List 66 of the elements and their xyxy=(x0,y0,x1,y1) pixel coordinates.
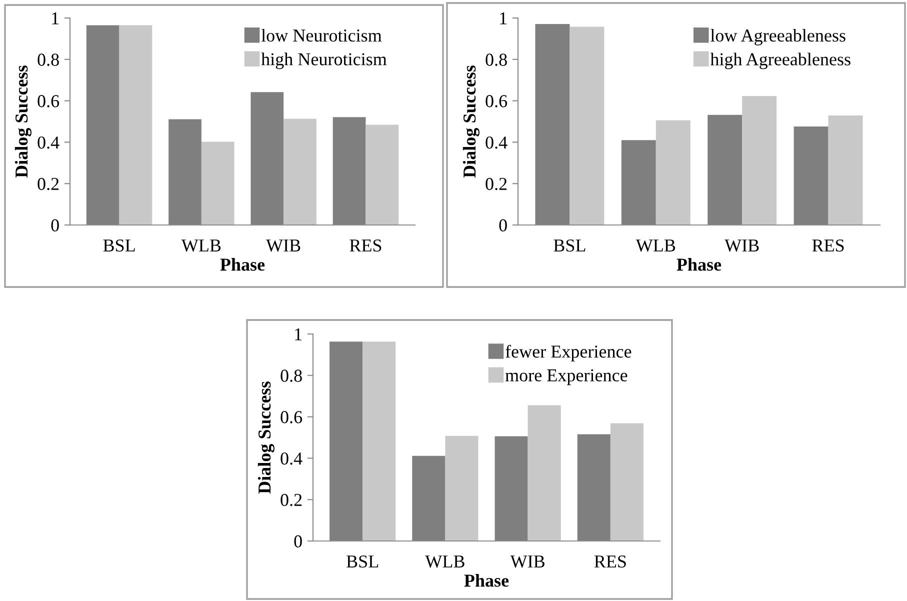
x-tick-label: WLB xyxy=(425,556,464,568)
legend-label: high Agreeableness xyxy=(710,52,850,70)
bar xyxy=(284,118,316,225)
bar xyxy=(201,142,234,225)
bar xyxy=(362,342,396,541)
bar xyxy=(621,140,656,225)
bar xyxy=(366,124,399,225)
bar xyxy=(250,92,284,225)
x-axis-title: Phase xyxy=(464,574,509,587)
bar xyxy=(119,25,152,225)
bar xyxy=(742,96,777,225)
legend-label: high Neuroticism xyxy=(261,52,387,70)
y-tick-label: 0 xyxy=(51,219,59,232)
y-axis-title: Dialog Success xyxy=(462,66,480,178)
x-tick-label: WLB xyxy=(181,240,221,252)
legend-label: low Agreeableness xyxy=(710,28,846,46)
y-tick-label: 0.2 xyxy=(280,494,302,506)
bar xyxy=(570,26,604,225)
legend-label: more Experience xyxy=(505,369,628,386)
bar xyxy=(168,119,202,225)
y-tick-label: 0.8 xyxy=(486,54,507,66)
y-tick-label: 0.8 xyxy=(38,54,59,66)
bar xyxy=(330,342,363,541)
bar xyxy=(828,115,863,225)
x-tick-label: RES xyxy=(350,239,382,252)
y-tick-label: 0.4 xyxy=(280,452,302,465)
x-tick-label: RES xyxy=(594,555,626,568)
x-tick-label: WLB xyxy=(636,240,676,252)
bar xyxy=(656,120,690,225)
y-tick-label: 0.4 xyxy=(486,136,508,149)
y-tick-label: 0 xyxy=(499,219,507,232)
legend-label: low Neuroticism xyxy=(261,28,382,42)
y-tick-label: 0.4 xyxy=(38,136,60,149)
x-axis-title: Phase xyxy=(676,258,722,271)
x-tick-label: WIB xyxy=(266,240,300,252)
bar xyxy=(494,436,528,541)
bar xyxy=(535,24,570,225)
bar xyxy=(708,114,742,225)
bar xyxy=(445,436,478,541)
y-tick-label: 0.6 xyxy=(486,95,508,108)
y-tick-label: 0.6 xyxy=(38,95,60,108)
bar xyxy=(610,423,644,541)
x-tick-label: WIB xyxy=(510,556,544,568)
y-tick-label: 1 xyxy=(500,12,506,24)
y-axis-title: Dialog Success xyxy=(14,66,32,178)
y-tick-label: 1 xyxy=(295,328,302,340)
bar xyxy=(577,434,610,541)
y-tick-label: 0.6 xyxy=(280,411,302,424)
bar xyxy=(794,126,828,225)
y-axis-title: Dialog Success xyxy=(258,382,274,494)
y-tick-label: 0.8 xyxy=(280,370,302,382)
bar xyxy=(528,405,561,541)
x-tick-label: BSL xyxy=(554,239,586,252)
x-tick-label: BSL xyxy=(103,239,135,252)
y-tick-label: 0.2 xyxy=(486,178,507,190)
legend-label: fewer Experience xyxy=(506,344,632,362)
bar xyxy=(86,25,120,225)
x-axis-title: Phase xyxy=(220,258,265,271)
bar xyxy=(332,117,366,225)
x-tick-label: BSL xyxy=(346,555,378,568)
x-tick-label: WIB xyxy=(724,240,759,252)
y-tick-label: 0 xyxy=(294,535,302,548)
y-tick-label: 1 xyxy=(52,12,58,24)
bar xyxy=(412,456,446,541)
x-tick-label: RES xyxy=(812,239,844,252)
y-tick-label: 0.2 xyxy=(38,178,59,190)
